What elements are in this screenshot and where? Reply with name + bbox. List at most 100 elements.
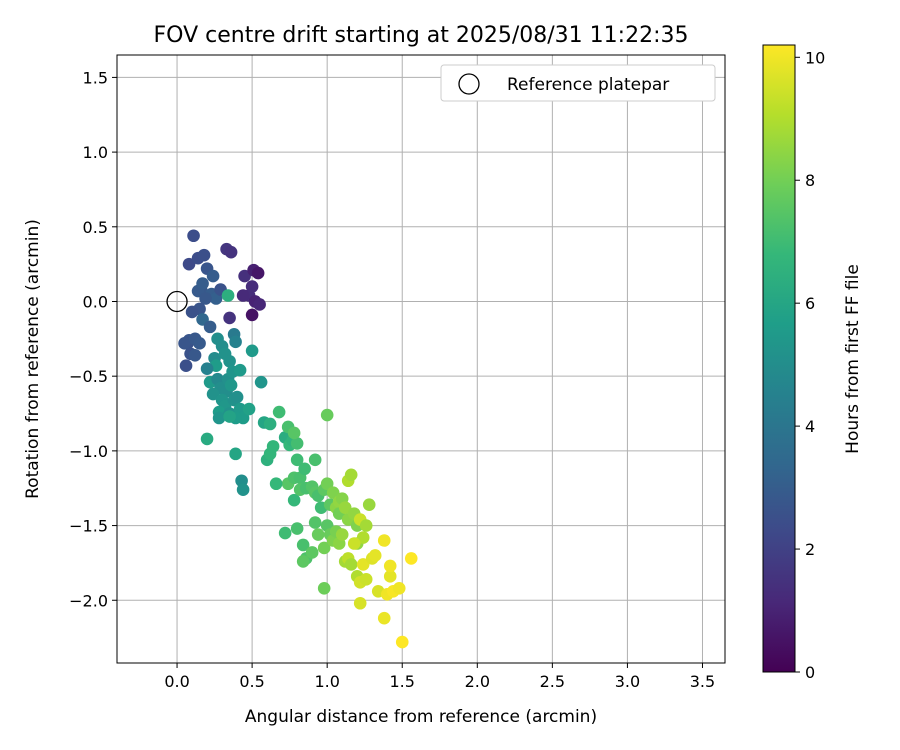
data-point xyxy=(272,405,286,419)
data-point xyxy=(245,308,259,322)
data-point xyxy=(253,298,266,311)
data-point xyxy=(223,410,236,423)
data-point xyxy=(296,555,310,568)
x-axis-label: Angular distance from reference (arcmin) xyxy=(245,707,597,727)
data-point xyxy=(308,453,322,467)
data-point xyxy=(320,477,334,491)
data-point xyxy=(179,359,193,373)
data-point xyxy=(359,573,373,586)
data-point xyxy=(233,363,247,377)
reference-platepar-marker xyxy=(166,290,188,313)
data-point xyxy=(245,344,259,358)
reference-layer xyxy=(166,290,188,313)
colorbar-tick-label: 0 xyxy=(805,663,815,682)
data-point xyxy=(347,537,361,550)
data-point xyxy=(245,280,259,293)
data-point xyxy=(197,248,211,262)
data-point xyxy=(344,468,358,482)
data-point xyxy=(359,519,373,532)
y-tick-label: −1.0 xyxy=(69,442,108,461)
colorbar: 0 2 4 6 8 10 Hours from first FF file xyxy=(762,44,863,682)
data-point xyxy=(212,411,226,425)
data-point xyxy=(338,501,352,514)
data-point xyxy=(311,528,325,541)
data-point xyxy=(308,516,322,529)
data-point xyxy=(185,305,199,319)
y-axis-label: Rotation from reference (arcmin) xyxy=(23,219,43,499)
y-axis-ticks: −2.0 −1.5 −1.0 −0.5 0.0 0.5 1.0 1.5 xyxy=(69,68,117,610)
colorbar-tick-label: 2 xyxy=(805,540,815,559)
y-tick-label: −0.5 xyxy=(69,367,108,386)
data-point xyxy=(266,440,280,453)
data-point xyxy=(254,375,268,389)
data-point xyxy=(290,437,304,450)
data-point xyxy=(377,611,391,625)
colorbar-tick-label: 10 xyxy=(805,48,825,67)
data-point xyxy=(326,486,340,500)
data-point xyxy=(199,292,212,305)
data-point xyxy=(263,417,277,431)
y-tick-label: 1.5 xyxy=(83,68,108,87)
grid xyxy=(117,55,725,663)
data-point xyxy=(178,337,191,350)
data-point xyxy=(335,528,349,541)
data-point xyxy=(269,477,283,491)
data-point xyxy=(356,531,370,544)
data-point xyxy=(206,269,220,283)
x-tick-label: 1.0 xyxy=(314,672,339,691)
x-tick-label: 1.5 xyxy=(390,672,415,691)
data-point xyxy=(305,546,319,559)
colorbar-gradient xyxy=(763,45,795,672)
x-axis-ticks: 0.0 0.5 1.0 1.5 2.0 2.5 3.0 3.5 xyxy=(164,663,715,691)
data-point xyxy=(377,534,391,547)
data-point xyxy=(224,245,238,259)
data-point xyxy=(196,277,209,290)
x-tick-label: 3.5 xyxy=(690,672,715,691)
data-point xyxy=(229,447,242,461)
data-point xyxy=(383,570,397,583)
data-point xyxy=(206,387,220,401)
data-point xyxy=(188,348,202,362)
data-point xyxy=(356,558,370,571)
data-point xyxy=(278,526,292,540)
data-point xyxy=(229,335,242,349)
y-tick-label: 0.0 xyxy=(83,292,108,311)
y-tick-label: −1.5 xyxy=(69,517,108,536)
data-point xyxy=(287,426,301,440)
data-point xyxy=(320,408,334,422)
data-point xyxy=(296,538,310,552)
colorbar-label: Hours from first FF file xyxy=(843,264,863,454)
data-point xyxy=(362,498,376,511)
colorbar-frame xyxy=(762,44,796,673)
data-point xyxy=(368,549,382,562)
data-point xyxy=(404,552,418,565)
data-point xyxy=(298,462,311,476)
data-point xyxy=(236,483,250,497)
points-layer xyxy=(178,229,418,649)
data-point xyxy=(317,582,331,595)
x-tick-label: 2.0 xyxy=(465,672,490,691)
plot-frame xyxy=(116,54,726,664)
data-point xyxy=(353,596,367,610)
data-point xyxy=(392,582,406,595)
data-point xyxy=(203,320,217,334)
data-point xyxy=(344,558,358,571)
y-tick-label: 1.0 xyxy=(83,143,108,162)
x-tick-label: 2.5 xyxy=(540,672,565,691)
colorbar-tick-label: 4 xyxy=(805,417,815,436)
data-point xyxy=(223,311,236,325)
data-point xyxy=(221,289,235,302)
data-point xyxy=(230,390,244,404)
data-point xyxy=(238,269,251,283)
data-point xyxy=(224,378,238,392)
data-point xyxy=(395,635,409,649)
legend-box xyxy=(440,64,716,102)
data-point xyxy=(383,559,397,573)
data-point xyxy=(200,362,214,376)
legend-label-reference: Reference platepar xyxy=(507,75,669,95)
x-tick-label: 3.0 xyxy=(615,672,640,691)
colorbar-tick-label: 6 xyxy=(805,294,815,313)
x-tick-label: 0.5 xyxy=(239,672,264,691)
data-point xyxy=(187,229,200,243)
